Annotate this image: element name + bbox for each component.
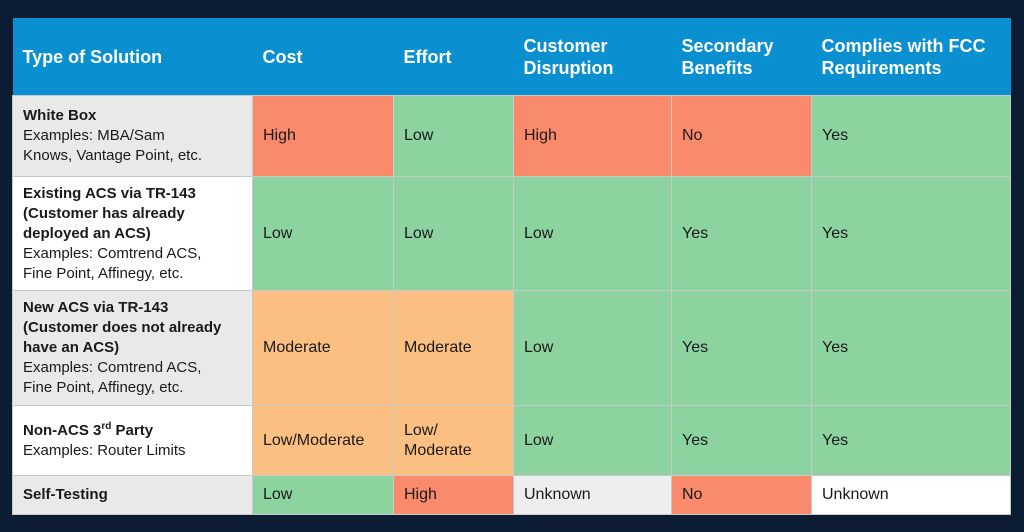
solution-name: deployed an ACS) — [23, 224, 151, 242]
solution-examples: Fine Point, Affinegy, etc. — [23, 379, 184, 396]
table-row: New ACS via TR-143 (Customer does not al… — [12, 290, 1011, 406]
disruption-cell: Low — [513, 290, 672, 406]
fcc-cell: Unknown — [811, 475, 1011, 515]
effort-cell: Low — [393, 176, 514, 291]
solution-type-cell: Non-ACS 3rd Party Examples: Router Limit… — [12, 405, 253, 476]
header-effort: Effort — [393, 18, 514, 96]
cost-cell: Low/Moderate — [252, 405, 394, 476]
benefits-cell: Yes — [671, 405, 812, 476]
header-cost: Cost — [252, 18, 394, 96]
solution-examples: Examples: Comtrend ACS, — [23, 359, 202, 376]
solution-name: Non-ACS 3rd Party — [23, 420, 154, 439]
cost-cell: Moderate — [252, 290, 394, 406]
solution-name: Self-Testing — [23, 486, 108, 503]
solution-type-cell: Self-Testing — [12, 475, 253, 515]
solution-name: have an ACS) — [23, 339, 120, 356]
table-row: White Box Examples: MBA/Sam Knows, Vanta… — [12, 95, 1011, 177]
effort-cell: Moderate — [393, 290, 514, 406]
cost-cell: High — [252, 95, 394, 177]
table-row: Self-Testing Low High Unknown No Unknown — [12, 475, 1011, 515]
solution-name: White Box — [23, 107, 97, 124]
cost-cell: Low — [252, 475, 394, 515]
fcc-cell: Yes — [811, 290, 1011, 406]
benefits-cell: No — [671, 95, 812, 177]
solution-name: Existing ACS via TR-143 — [23, 184, 196, 202]
solution-type-cell: New ACS via TR-143 (Customer does not al… — [12, 290, 253, 406]
fcc-cell: Yes — [811, 176, 1011, 291]
solution-name: (Customer does not already — [23, 319, 222, 336]
benefits-cell: Yes — [671, 290, 812, 406]
solution-comparison-table: Type of Solution Cost Effort Customer Dis… — [12, 18, 1011, 515]
solution-name: (Customer has already — [23, 204, 185, 222]
header-type-of-solution: Type of Solution — [12, 18, 253, 96]
comparison-table-frame: Type of Solution Cost Effort Customer Dis… — [12, 18, 1011, 515]
benefits-cell: No — [671, 475, 812, 515]
disruption-cell: Unknown — [513, 475, 672, 515]
benefits-cell: Yes — [671, 176, 812, 291]
solution-type-cell: White Box Examples: MBA/Sam Knows, Vanta… — [12, 95, 253, 177]
header-row: Type of Solution Cost Effort Customer Dis… — [12, 18, 1011, 96]
solution-name: New ACS via TR-143 — [23, 299, 169, 316]
effort-cell: Low — [393, 95, 514, 177]
solution-type-cell: Existing ACS via TR-143 (Customer has al… — [12, 176, 253, 291]
fcc-cell: Yes — [811, 405, 1011, 476]
table-row: Existing ACS via TR-143 (Customer has al… — [12, 176, 1011, 291]
disruption-cell: Low — [513, 176, 672, 291]
solution-examples: Knows, Vantage Point, etc. — [23, 147, 202, 164]
header-secondary-benefits: Secondary Benefits — [671, 18, 812, 96]
solution-examples: Examples: MBA/Sam — [23, 127, 165, 144]
solution-examples: Fine Point, Affinegy, etc. — [23, 264, 184, 282]
fcc-cell: Yes — [811, 95, 1011, 177]
cost-cell: Low — [252, 176, 394, 291]
header-fcc-requirements: Complies with FCC Requirements — [811, 18, 1011, 96]
disruption-cell: Low — [513, 405, 672, 476]
disruption-cell: High — [513, 95, 672, 177]
header-customer-disruption: Customer Disruption — [513, 18, 672, 96]
table-row: Non-ACS 3rd Party Examples: Router Limit… — [12, 405, 1011, 476]
effort-cell: Low/ Moderate — [393, 405, 514, 476]
effort-cell: High — [393, 475, 514, 515]
solution-examples: Examples: Router Limits — [23, 441, 186, 459]
solution-examples: Examples: Comtrend ACS, — [23, 244, 202, 262]
